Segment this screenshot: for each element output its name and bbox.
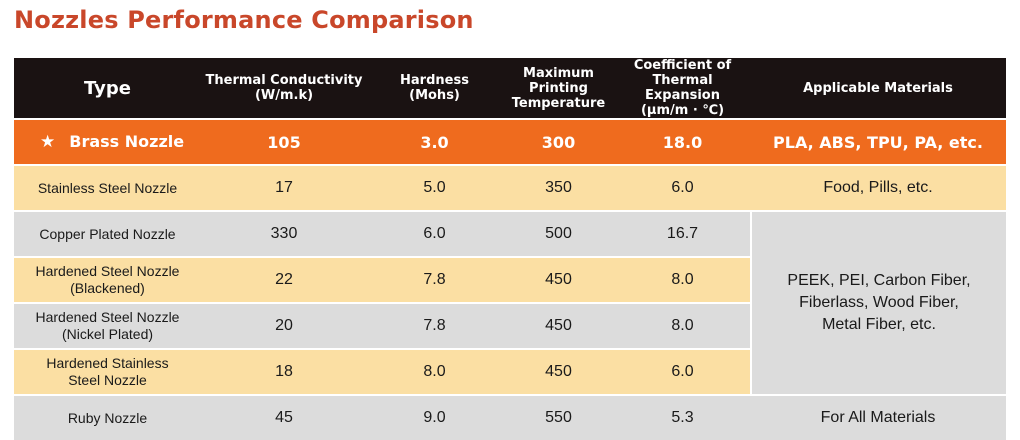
expansion-cell: 6.0: [615, 348, 750, 394]
hardness-cell: 9.0: [367, 394, 502, 440]
nozzle-name: Ruby Nozzle: [14, 394, 201, 440]
header-row: Type Thermal Conductivity (W/m.k) Hardne…: [14, 58, 1006, 118]
header-thermal-expansion: Coefficient of Thermal Expansion (μm/m ·…: [615, 58, 750, 118]
expansion-cell: 16.7: [615, 210, 750, 256]
temperature-cell: 500: [502, 210, 615, 256]
header-type: Type: [14, 58, 201, 118]
table-row-brass: ★ Brass Nozzle 105 3.0 300 18.0 PLA, ABS,…: [14, 118, 1006, 164]
nozzle-name: Hardened Steel Nozzle: [35, 263, 180, 279]
header-line: Temperature: [511, 95, 606, 111]
hardness-cell: 3.0: [367, 118, 502, 164]
header-line: Printing: [529, 80, 588, 96]
temperature-cell: 550: [502, 394, 615, 440]
hardness-cell: 8.0: [367, 348, 502, 394]
table-row-copper: Copper Plated Nozzle 330 6.0 500 16.7 PE…: [14, 210, 1006, 394]
header-max-temperature: Maximum Printing Temperature: [502, 58, 615, 118]
header-line: (W/m.k): [254, 88, 314, 103]
expansion-cell: 8.0: [615, 302, 750, 348]
materials-cell: PLA, ABS, TPU, PA, etc.: [750, 118, 1006, 164]
thermal-cell: 45: [201, 394, 367, 440]
thermal-cell: 18: [201, 348, 367, 394]
nozzle-name: Hardened Steel Nozzle: [35, 309, 180, 325]
expansion-cell: 5.3: [615, 394, 750, 440]
nozzle-name: Stainless Steel Nozzle: [14, 164, 201, 210]
materials-cell: For All Materials: [750, 394, 1006, 440]
table-row-hardened-stainless: Hardened Stainless Steel Nozzle 18 8.0 4…: [14, 348, 1006, 394]
temperature-cell: 300: [502, 118, 615, 164]
page-title: Nozzles Performance Comparison: [14, 6, 474, 34]
temperature-cell: 450: [502, 302, 615, 348]
materials-line: Fiberlass, Wood Fiber,: [799, 294, 959, 311]
materials-cell-merged: PEEK, PEI, Carbon Fiber, Fiberlass, Wood…: [750, 210, 1006, 394]
temperature-cell: 450: [502, 256, 615, 302]
header-line: Coefficient of: [633, 58, 732, 73]
nozzle-type-cell: Hardened Stainless Steel Nozzle: [14, 348, 201, 394]
materials-line: Metal Fiber, etc.: [822, 316, 936, 333]
table-row-stainless: Stainless Steel Nozzle 17 5.0 350 6.0 Fo…: [14, 164, 1006, 210]
expansion-cell: 8.0: [615, 256, 750, 302]
table-row-hardened-nickel: Hardened Steel Nozzle (Nickel Plated) 20…: [14, 302, 1006, 348]
nozzle-name-sub: Steel Nozzle: [68, 372, 147, 388]
hardness-cell: 5.0: [367, 164, 502, 210]
expansion-cell: 18.0: [615, 118, 750, 164]
star-icon: ★: [40, 132, 56, 152]
header-line: Thermal Conductivity: [205, 73, 363, 88]
nozzle-name: Brass Nozzle: [69, 132, 185, 151]
hardness-cell: 6.0: [367, 210, 502, 256]
header-line: Hardness: [400, 73, 469, 88]
nozzle-type-cell: Hardened Steel Nozzle (Blackened): [14, 256, 201, 302]
header-line: (μm/m · ℃): [640, 103, 725, 118]
temperature-cell: 350: [502, 164, 615, 210]
expansion-cell: 6.0: [615, 164, 750, 210]
table-row-ruby: Ruby Nozzle 45 9.0 550 5.3 For All Mater…: [14, 394, 1006, 440]
header-applicable-materials: Applicable Materials: [750, 58, 1006, 118]
nozzle-name-sub: (Blackened): [70, 280, 145, 296]
nozzle-type-cell: ★ Brass Nozzle: [14, 118, 201, 164]
hardness-cell: 7.8: [367, 302, 502, 348]
thermal-cell: 330: [201, 210, 367, 256]
nozzle-name: Hardened Stainless: [46, 355, 169, 371]
temperature-cell: 450: [502, 348, 615, 394]
hardness-cell: 7.8: [367, 256, 502, 302]
thermal-cell: 20: [201, 302, 367, 348]
header-thermal-conductivity: Thermal Conductivity (W/m.k): [201, 58, 367, 118]
materials-cell: Food, Pills, etc.: [750, 164, 1006, 210]
thermal-cell: 105: [201, 118, 367, 164]
header-line: Maximum: [523, 65, 594, 81]
materials-line: PEEK, PEI, Carbon Fiber,: [787, 272, 971, 289]
thermal-cell: 17: [201, 164, 367, 210]
comparison-table: Type Thermal Conductivity (W/m.k) Hardne…: [14, 58, 1006, 440]
thermal-cell: 22: [201, 256, 367, 302]
header-hardness: Hardness (Mohs): [367, 58, 502, 118]
nozzle-name: Copper Plated Nozzle: [14, 210, 201, 256]
nozzle-name-sub: (Nickel Plated): [61, 326, 154, 342]
table-row-hardened-blackened: Hardened Steel Nozzle (Blackened) 22 7.8…: [14, 256, 1006, 302]
header-line: (Mohs): [409, 88, 460, 103]
nozzle-type-cell: Hardened Steel Nozzle (Nickel Plated): [14, 302, 201, 348]
header-line: Thermal Expansion: [645, 73, 720, 103]
